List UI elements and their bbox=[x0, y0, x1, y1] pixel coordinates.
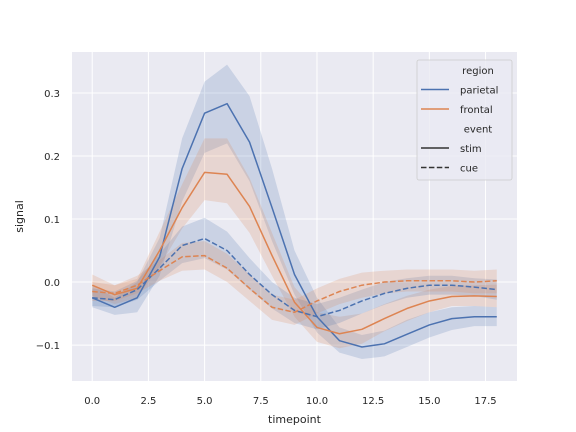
x-tick-labels: 0.0 2.5 5.0 7.5 10.0 12.5 15.0 17.5 bbox=[84, 396, 496, 407]
y-tick-label: −0.1 bbox=[36, 341, 60, 352]
series-lines bbox=[91, 102, 497, 348]
x-tick-label: 0.0 bbox=[84, 396, 100, 407]
x-tick-label: 12.5 bbox=[362, 396, 384, 407]
y-tick-label: 0.0 bbox=[44, 278, 60, 289]
y-tick-labels: −0.1 0.0 0.1 0.2 0.3 bbox=[36, 89, 60, 352]
legend-label-frontal: frontal bbox=[460, 105, 493, 116]
x-tick-label: 2.5 bbox=[140, 396, 156, 407]
legend-box bbox=[416, 59, 513, 181]
x-tick-label: 5.0 bbox=[197, 396, 213, 407]
confidence-band-parietal-stim bbox=[92, 64, 497, 359]
legend-label-stim: stim bbox=[460, 144, 482, 155]
legend-title-region: region bbox=[462, 66, 494, 77]
x-tick-label: 17.5 bbox=[474, 396, 496, 407]
legend-label-cue: cue bbox=[460, 164, 478, 175]
series-line-frontal-cue bbox=[92, 254, 497, 314]
x-tick-label: 15.0 bbox=[418, 396, 440, 407]
y-tick-label: 0.2 bbox=[44, 152, 60, 163]
legend: region parietal frontal event stim cue bbox=[416, 59, 513, 181]
series-line-parietal-cue bbox=[92, 237, 497, 318]
confidence-band-frontal-cue bbox=[92, 241, 497, 325]
legend-label-parietal: parietal bbox=[460, 86, 498, 97]
series-line-parietal-stim bbox=[91, 102, 497, 348]
legend-title-event: event bbox=[464, 125, 493, 136]
series-line-frontal-stim bbox=[91, 171, 497, 335]
y-axis-label: signal bbox=[13, 200, 26, 233]
y-tick-label: 0.3 bbox=[44, 89, 60, 100]
y-tick-label: 0.1 bbox=[44, 215, 60, 226]
confidence-band-parietal-cue bbox=[92, 217, 497, 330]
x-axis-label: timepoint bbox=[268, 413, 322, 426]
x-tick-label: 7.5 bbox=[253, 396, 269, 407]
x-tick-label: 10.0 bbox=[306, 396, 328, 407]
